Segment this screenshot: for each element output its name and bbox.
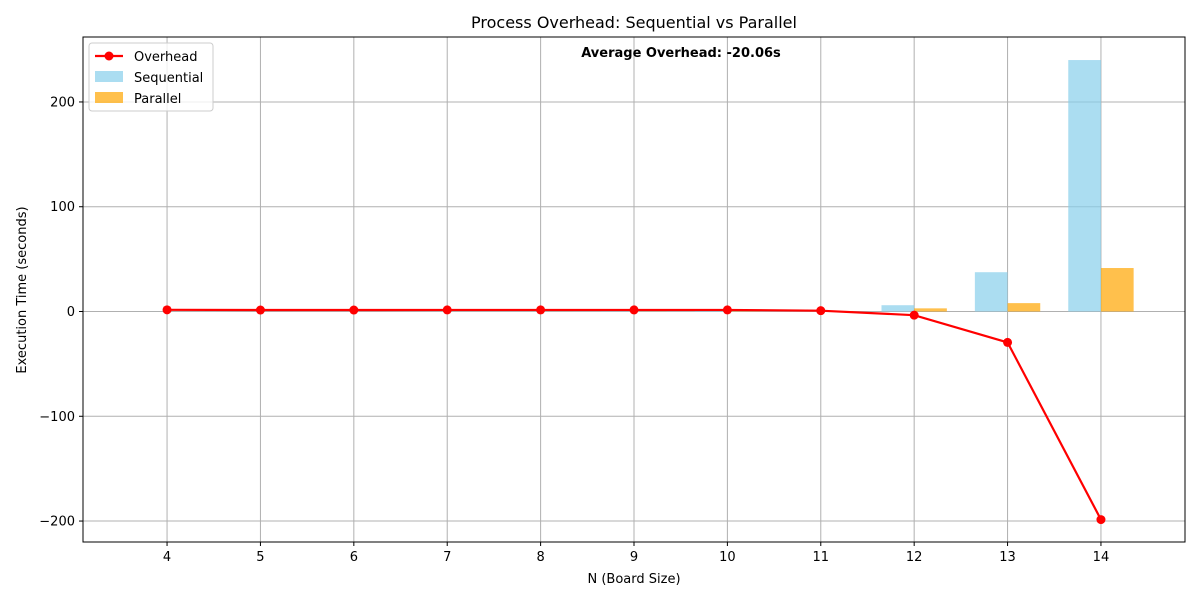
x-tick-label: 10 bbox=[719, 550, 736, 565]
sequential-bar bbox=[1068, 60, 1101, 312]
x-tick-label: 5 bbox=[256, 550, 264, 565]
overhead-point bbox=[1096, 515, 1106, 525]
y-tick-label: −100 bbox=[39, 410, 75, 425]
y-tick-label: −200 bbox=[39, 515, 75, 530]
overhead-point bbox=[1003, 337, 1013, 347]
x-axis-ticks: 4 5 6 7 8 9 10 11 12 13 14 bbox=[163, 542, 1109, 565]
sequential-bar bbox=[694, 310, 728, 312]
overhead-point bbox=[536, 305, 546, 315]
parallel-bar bbox=[1007, 303, 1041, 312]
legend-parallel-swatch bbox=[95, 92, 123, 103]
x-tick-label: 7 bbox=[443, 550, 451, 565]
y-tick-label: 0 bbox=[67, 305, 75, 320]
legend: Overhead Sequential Parallel bbox=[88, 42, 214, 112]
x-axis-label: N (Board Size) bbox=[587, 572, 680, 587]
chart-title: Process Overhead: Sequential vs Parallel bbox=[471, 13, 797, 32]
sequential-bar bbox=[881, 305, 915, 312]
bars-group bbox=[134, 60, 1134, 312]
overhead-point bbox=[162, 305, 172, 315]
x-tick-label: 6 bbox=[350, 550, 358, 565]
overhead-point bbox=[349, 305, 359, 315]
x-tick-label: 11 bbox=[813, 550, 830, 565]
overhead-point bbox=[722, 305, 732, 315]
y-tick-label: 200 bbox=[50, 95, 75, 110]
overhead-line-group bbox=[162, 305, 1106, 525]
x-tick-label: 9 bbox=[630, 550, 638, 565]
sequential-bar bbox=[974, 272, 1008, 312]
overhead-point bbox=[255, 305, 265, 315]
x-tick-label: 4 bbox=[163, 550, 171, 565]
legend-sequential-swatch bbox=[95, 71, 123, 82]
legend-sequential-label: Sequential bbox=[134, 71, 203, 86]
overhead-point bbox=[442, 305, 452, 315]
overhead-point bbox=[629, 305, 639, 315]
x-tick-label: 14 bbox=[1093, 550, 1110, 565]
parallel-bar bbox=[914, 308, 947, 312]
y-axis-label: Execution Time (seconds) bbox=[15, 206, 30, 373]
average-overhead-annotation: Average Overhead: -20.06s bbox=[581, 46, 781, 61]
legend-parallel-label: Parallel bbox=[134, 92, 181, 107]
x-tick-label: 8 bbox=[536, 550, 544, 565]
overhead-point bbox=[816, 306, 826, 316]
x-tick-label: 13 bbox=[999, 550, 1016, 565]
legend-overhead-label: Overhead bbox=[134, 50, 198, 65]
x-tick-label: 12 bbox=[906, 550, 923, 565]
parallel-bar bbox=[1100, 268, 1134, 312]
y-tick-label: 100 bbox=[50, 200, 75, 215]
y-axis-ticks: −200 −100 0 100 200 bbox=[39, 95, 83, 530]
legend-overhead-marker bbox=[104, 51, 114, 61]
overhead-point bbox=[909, 310, 919, 320]
